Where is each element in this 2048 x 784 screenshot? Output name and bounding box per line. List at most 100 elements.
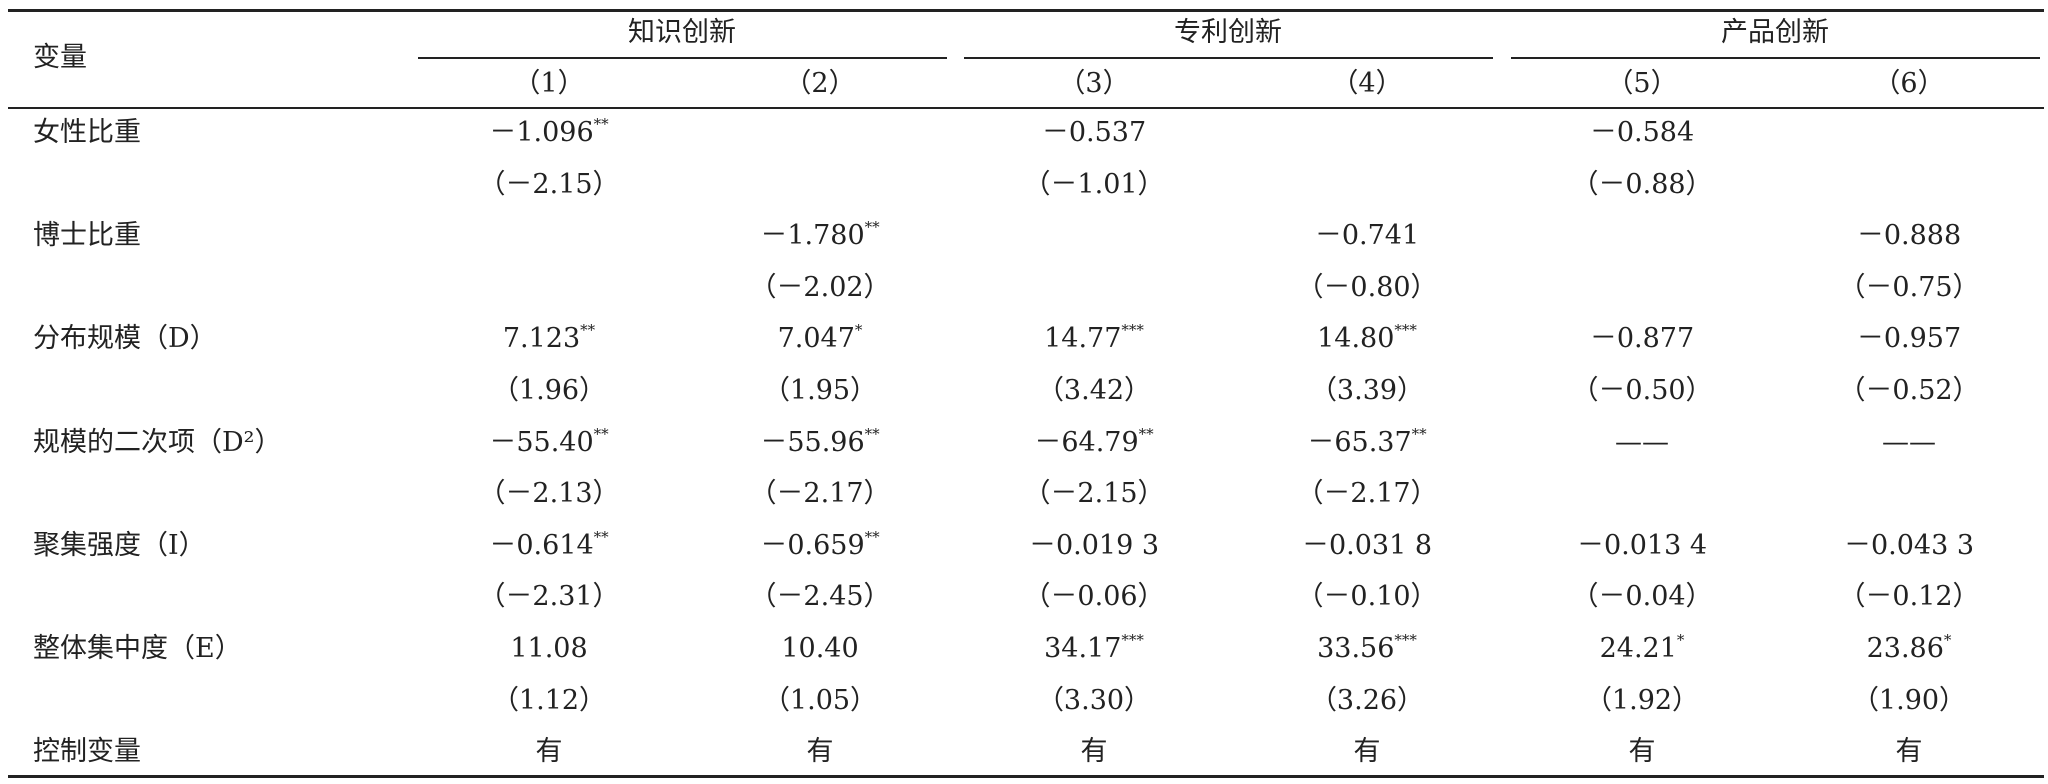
coefficient-cell: －0.659** — [760, 528, 879, 564]
coefficient: －0.957 — [1856, 323, 1962, 355]
significance-stars: ** — [1138, 424, 1154, 443]
row-label: 分布规模（D） — [33, 323, 217, 355]
header-rule — [8, 107, 2044, 109]
coefficient: 10.40 — [781, 633, 859, 664]
coefficient-cell: 有 — [536, 734, 563, 770]
row-label: 控制变量 — [33, 736, 141, 768]
t-statistic: （－0.06） — [1023, 581, 1165, 613]
coefficient-cell: —— — [1615, 425, 1669, 461]
coefficient: —— — [1882, 426, 1936, 458]
coefficient-cell: 7.123** — [503, 321, 595, 357]
row-label: 整体集中度（E） — [33, 633, 242, 664]
coefficient-cell: 有 — [1081, 734, 1108, 770]
coefficient-cell: 7.047* — [778, 321, 863, 357]
column-number: （4） — [1331, 68, 1403, 99]
coefficient-cell: 有 — [1354, 734, 1381, 770]
t-statistic: （1.92） — [1584, 684, 1700, 716]
significance-stars: ** — [593, 424, 609, 443]
coefficient: －0.031 8 — [1301, 529, 1433, 561]
t-statistic: （－0.88） — [1571, 168, 1713, 200]
coefficient-cell: 14.77*** — [1044, 321, 1144, 357]
significance-stars: ** — [864, 218, 880, 237]
t-statistic: （1.90） — [1851, 684, 1967, 716]
coefficient: 24.21 — [1599, 633, 1677, 664]
significance-stars: ** — [864, 424, 880, 443]
coefficient-cell: －65.37** — [1307, 425, 1426, 461]
coefficient: －0.537 — [1041, 117, 1147, 148]
significance-stars: * — [1676, 631, 1685, 649]
coefficient: －64.79 — [1034, 426, 1139, 458]
coefficient-cell: 33.56*** — [1317, 631, 1417, 667]
coefficient: 7.047 — [777, 323, 855, 355]
significance-stars: ** — [1411, 424, 1427, 443]
coefficient-cell: 有 — [1629, 734, 1656, 770]
t-statistic: （－2.02） — [749, 271, 891, 303]
t-statistic: （－0.12） — [1838, 581, 1980, 613]
corner-label: 变量 — [33, 42, 87, 73]
t-statistic: （－0.04） — [1571, 581, 1713, 613]
coefficient: 7.123 — [502, 323, 581, 355]
significance-stars: *** — [1394, 631, 1417, 649]
coefficient-cell: －0.043 3 — [1844, 528, 1974, 564]
t-statistic: （－0.52） — [1838, 375, 1980, 406]
coefficient: －0.584 — [1589, 117, 1695, 148]
coefficient-cell: —— — [1882, 425, 1936, 461]
t-statistic: （1.05） — [762, 684, 878, 716]
coefficient-cell: －0.584 — [1590, 115, 1694, 151]
significance-stars: ** — [593, 115, 609, 133]
t-statistic: （－2.17） — [1296, 478, 1438, 510]
coefficient: －1.096 — [489, 117, 594, 148]
coefficient: －0.013 4 — [1576, 529, 1708, 561]
column-number: （5） — [1606, 68, 1678, 99]
group-rule — [964, 57, 1493, 59]
coefficient: 有 — [535, 736, 563, 768]
t-statistic: （－2.13） — [478, 478, 620, 510]
coefficient-cell: －0.013 4 — [1577, 528, 1707, 564]
coefficient: 34.17 — [1044, 633, 1122, 664]
column-number: （2） — [784, 68, 856, 99]
group-rule — [1511, 57, 2040, 59]
significance-stars: ** — [593, 527, 609, 546]
coefficient-cell: 有 — [807, 734, 834, 770]
row-label: 女性比重 — [33, 117, 141, 148]
coefficient: －55.96 — [760, 426, 865, 458]
coefficient: －1.780 — [760, 220, 865, 252]
t-statistic: （－2.15） — [1023, 478, 1165, 510]
t-statistic: （1.96） — [491, 375, 607, 406]
coefficient-cell: 34.17*** — [1044, 631, 1144, 667]
coefficient-cell: 11.08 — [510, 631, 587, 667]
coefficient: 14.80 — [1317, 323, 1395, 355]
t-statistic: （－2.17） — [749, 478, 891, 510]
column-number: （1） — [513, 68, 585, 99]
coefficient: －0.741 — [1314, 220, 1420, 252]
t-statistic: （－2.15） — [478, 168, 620, 200]
coefficient-cell: －55.96** — [760, 425, 879, 461]
t-statistic: （－2.45） — [749, 581, 891, 613]
t-statistic: （3.26） — [1309, 684, 1425, 716]
coefficient-cell: －0.888 — [1857, 218, 1961, 254]
coefficient-cell: －0.537 — [1042, 115, 1146, 151]
coefficient: －65.37 — [1307, 426, 1412, 458]
coefficient: 23.86 — [1866, 633, 1944, 664]
coefficient: 有 — [1080, 736, 1108, 768]
t-statistic: （－0.10） — [1296, 581, 1438, 613]
t-statistic: （－2.31） — [478, 581, 620, 613]
t-statistic: （－0.75） — [1838, 271, 1980, 303]
coefficient-cell: －0.877 — [1590, 321, 1694, 357]
coefficient-cell: －0.957 — [1857, 321, 1961, 357]
group-header: 专利创新 — [1174, 17, 1282, 48]
t-statistic: （－1.01） — [1023, 168, 1165, 200]
coefficient-cell: 24.21* — [1600, 631, 1685, 667]
coefficient: －0.659 — [760, 529, 865, 561]
coefficient: －0.877 — [1589, 323, 1695, 355]
coefficient: 11.08 — [510, 633, 588, 664]
significance-stars: * — [854, 321, 863, 340]
t-statistic: （1.12） — [491, 684, 607, 716]
row-label: 博士比重 — [33, 220, 141, 252]
group-header: 知识创新 — [628, 17, 736, 48]
t-statistic: （－0.80） — [1296, 271, 1438, 303]
coefficient-cell: －64.79** — [1034, 425, 1153, 461]
coefficient: －0.019 3 — [1028, 529, 1160, 561]
coefficient-cell: 有 — [1896, 734, 1923, 770]
